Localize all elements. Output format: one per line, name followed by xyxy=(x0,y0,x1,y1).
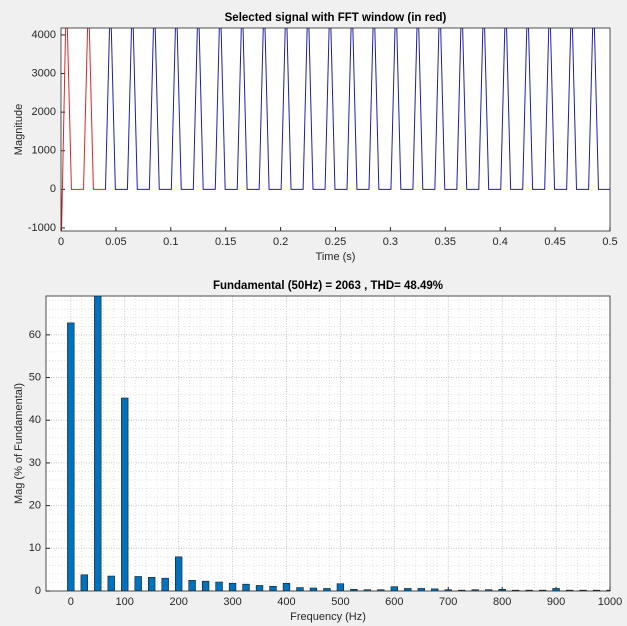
x-tick-label: 700 xyxy=(439,596,457,608)
y-tick-label: -1000 xyxy=(28,222,56,234)
y-axis-label: Magnitude xyxy=(13,104,25,155)
bar xyxy=(269,586,277,591)
bar xyxy=(525,589,533,591)
bar xyxy=(538,589,547,591)
chart-title: Selected signal with FFT window (in red) xyxy=(225,12,447,24)
x-axis-label: Frequency (Hz) xyxy=(290,611,366,623)
x-tick-label: 900 xyxy=(547,596,565,608)
y-tick-label: 40 xyxy=(29,414,41,426)
bar xyxy=(592,589,601,591)
axes-box xyxy=(60,27,611,232)
x-tick-label: 500 xyxy=(331,596,349,608)
bar xyxy=(390,586,398,591)
bar xyxy=(458,589,466,591)
x-axis-label: Time (s) xyxy=(316,251,356,263)
bar xyxy=(336,583,345,591)
x-tick-label: 0.1 xyxy=(163,236,178,248)
bar xyxy=(579,589,587,591)
bar xyxy=(498,588,506,591)
bar xyxy=(107,575,115,591)
bar xyxy=(188,580,196,591)
x-tick-label: 0.45 xyxy=(544,236,565,248)
bar xyxy=(148,577,156,591)
x-tick-label: 0.15 xyxy=(215,236,236,248)
signal-line xyxy=(104,28,610,190)
bar xyxy=(565,589,574,591)
x-tick-label: 400 xyxy=(277,596,295,608)
marks xyxy=(61,28,610,231)
bar xyxy=(228,583,237,591)
bar xyxy=(94,296,102,591)
bar xyxy=(121,397,129,591)
x-tick-label: 0.2 xyxy=(273,236,288,248)
bar xyxy=(242,583,250,591)
bar xyxy=(296,587,304,591)
y-tick-label: 50 xyxy=(29,371,41,383)
x-tick-label: 100 xyxy=(116,596,134,608)
bar xyxy=(134,576,142,591)
x-tick-label: 200 xyxy=(169,596,187,608)
bar xyxy=(511,589,520,591)
signal-line xyxy=(61,28,105,231)
axes-box xyxy=(45,295,611,592)
y-tick-label: 60 xyxy=(29,329,41,341)
x-tick-label: 0.4 xyxy=(493,236,508,248)
x-tick-label: 0.3 xyxy=(383,236,398,248)
x-tick-label: 0.25 xyxy=(325,236,346,248)
y-tick-label: 1000 xyxy=(32,145,56,157)
y-tick-label: 20 xyxy=(29,500,41,512)
bar xyxy=(80,574,88,591)
bar xyxy=(215,581,223,591)
x-tick-label: 0 xyxy=(68,596,74,608)
x-tick-label: 0 xyxy=(58,236,64,248)
bar xyxy=(255,585,264,591)
y-tick-label: 4000 xyxy=(32,29,56,41)
bar xyxy=(350,588,358,591)
bar xyxy=(161,577,169,591)
bar xyxy=(67,322,75,591)
axes: 0 0.05 0.1 0.15 0.2 0.25 0.3 0.35 0.4 0.45 0.5 -100… xyxy=(13,12,618,263)
axes: 0 100 200 300 400 500 600 700 800 900 1000 0 10 20 30 4… xyxy=(13,280,622,623)
y-tick-label: 3000 xyxy=(32,67,56,79)
chart-title: Fundamental (50Hz) = 2063 , THD= 48.49% xyxy=(213,280,443,292)
y-tick-label: 30 xyxy=(29,457,41,469)
bar xyxy=(282,583,291,591)
bar xyxy=(431,588,439,591)
plot-area xyxy=(61,28,610,231)
x-tick-label: 0.35 xyxy=(435,236,456,248)
x-tick-label: 0.05 xyxy=(105,236,126,248)
y-axis-label: Mag (% of Fundamental) xyxy=(13,383,25,504)
y-tick-label: 0 xyxy=(35,585,41,597)
y-tick-label: 10 xyxy=(29,542,41,554)
bar xyxy=(201,580,210,591)
x-tick-label: 600 xyxy=(385,596,403,608)
y-tick-label: 0 xyxy=(50,183,56,195)
bar xyxy=(309,587,318,591)
plot-area xyxy=(46,296,610,591)
x-tick-label: 800 xyxy=(493,596,511,608)
bar xyxy=(174,556,183,591)
x-tick-label: 300 xyxy=(223,596,241,608)
y-tick-label: 2000 xyxy=(32,106,56,118)
x-tick-label: 0.5 xyxy=(602,236,617,248)
x-tick-label: 1000 xyxy=(598,596,622,608)
